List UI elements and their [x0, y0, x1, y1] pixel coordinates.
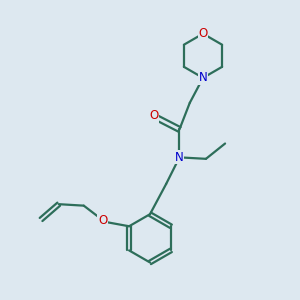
Text: O: O [98, 214, 107, 227]
Text: N: N [199, 71, 207, 84]
Text: O: O [149, 109, 158, 122]
Text: O: O [198, 27, 208, 40]
Text: N: N [175, 151, 184, 164]
